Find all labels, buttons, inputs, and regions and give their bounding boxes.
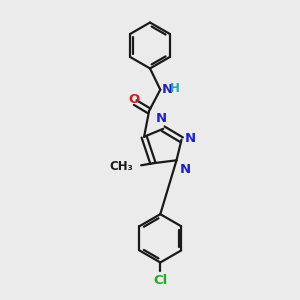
Text: O: O — [128, 93, 140, 106]
Text: N: N — [161, 83, 172, 96]
Text: H: H — [170, 82, 180, 95]
Text: N: N — [156, 112, 167, 125]
Text: N: N — [179, 163, 191, 176]
Text: CH₃: CH₃ — [109, 160, 133, 173]
Text: N: N — [185, 132, 196, 145]
Text: Cl: Cl — [153, 274, 167, 287]
